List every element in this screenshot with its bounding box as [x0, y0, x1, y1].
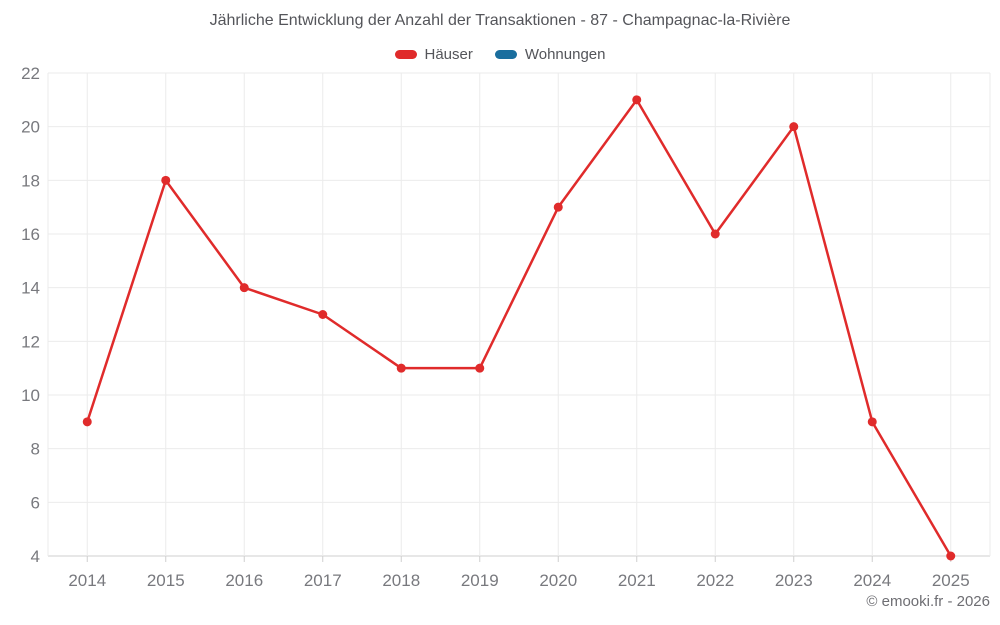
svg-text:20: 20	[21, 118, 40, 137]
legend-item-wohnungen[interactable]: Wohnungen	[494, 46, 606, 63]
svg-text:2024: 2024	[853, 571, 891, 590]
svg-text:2025: 2025	[932, 571, 970, 590]
svg-text:6: 6	[31, 493, 40, 512]
copyright-footer: © emooki.fr - 2026	[866, 593, 990, 610]
chart-legend: Häuser Wohnungen	[0, 46, 1000, 63]
chart-title: Jährliche Entwicklung der Anzahl der Tra…	[209, 12, 791, 29]
svg-text:2022: 2022	[696, 571, 734, 590]
legend-swatch-haeuser	[394, 50, 417, 59]
svg-text:2014: 2014	[68, 571, 106, 590]
svg-text:10: 10	[21, 386, 40, 405]
svg-text:2015: 2015	[147, 571, 185, 590]
legend-label-wohnungen: Wohnungen	[524, 46, 606, 63]
legend-item-haeuser[interactable]: Häuser	[394, 46, 473, 63]
svg-text:2019: 2019	[461, 571, 499, 590]
svg-text:8: 8	[31, 440, 40, 459]
svg-text:12: 12	[21, 332, 40, 351]
legend-label-haeuser: Häuser	[424, 46, 473, 63]
svg-text:22: 22	[21, 64, 40, 83]
svg-text:2020: 2020	[539, 571, 577, 590]
svg-text:18: 18	[21, 171, 40, 190]
svg-text:14: 14	[21, 279, 40, 298]
svg-text:2023: 2023	[775, 571, 813, 590]
svg-text:16: 16	[21, 225, 40, 244]
svg-text:4: 4	[31, 547, 40, 566]
svg-text:2017: 2017	[304, 571, 342, 590]
svg-text:2021: 2021	[618, 571, 656, 590]
svg-text:2016: 2016	[225, 571, 263, 590]
svg-text:2018: 2018	[382, 571, 420, 590]
legend-swatch-wohnungen	[494, 50, 517, 59]
